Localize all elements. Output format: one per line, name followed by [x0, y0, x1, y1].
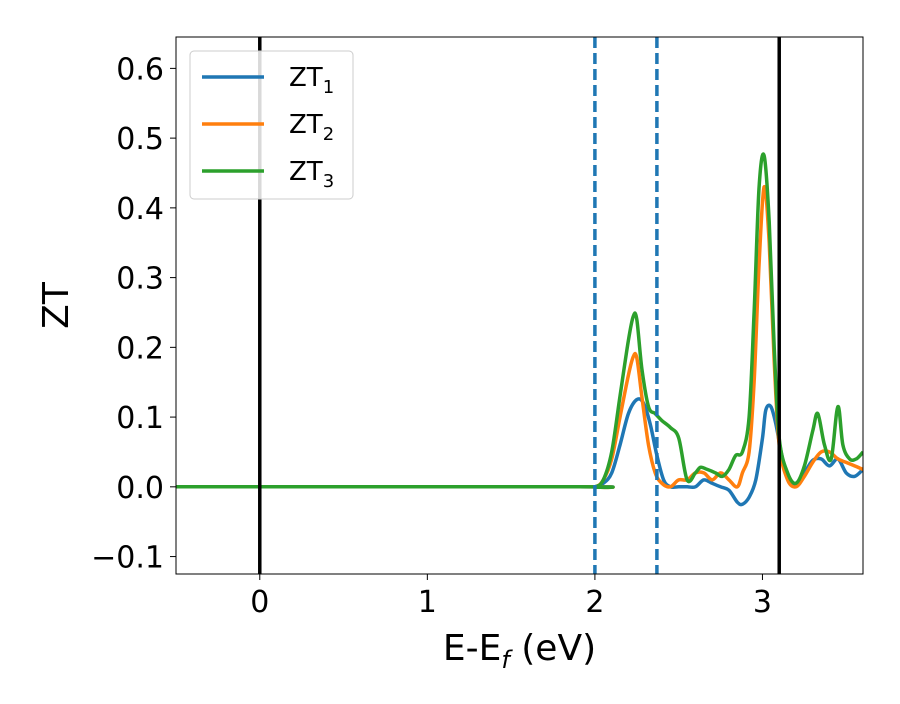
series-layer — [176, 152, 863, 507]
x-tick-label: 0 — [250, 585, 269, 620]
y-tick-label: 0.2 — [116, 331, 164, 366]
legend: ZT1 ZT2 ZT3 — [189, 50, 354, 200]
y-tick-label: −0.1 — [91, 541, 164, 576]
legend-box — [189, 50, 354, 200]
y-tick-label: 0.3 — [116, 262, 164, 297]
y-tick-label: 0.0 — [116, 471, 164, 506]
x-axis-label-tail: (eV) — [510, 628, 596, 669]
series-line-3 — [176, 152, 863, 490]
y-ticks: −0.1 0.0 0.1 0.2 0.3 0.4 0.5 0.6 — [91, 52, 176, 576]
legend-item-2: ZT2 — [202, 110, 334, 145]
x-axis-label: E-Ef (eV) — [443, 628, 596, 674]
y-tick-label: 0.6 — [116, 52, 164, 87]
x-axis-label-base: E-E — [443, 628, 501, 669]
series-line-1 — [176, 397, 863, 507]
x-tick-label: 2 — [585, 585, 604, 620]
y-axis-label: ZT — [36, 281, 77, 329]
y-tick-label: 0.4 — [116, 192, 164, 227]
y-tick-label: 0.5 — [116, 122, 164, 157]
legend-item-3: ZT3 — [202, 157, 334, 192]
legend-item-1: ZT1 — [202, 63, 334, 98]
x-tick-label: 1 — [418, 585, 437, 620]
x-tick-label: 3 — [753, 585, 772, 620]
x-ticks: 0 1 2 3 — [250, 574, 772, 620]
series-line-2 — [176, 185, 863, 490]
legend-label: ZT1 — [289, 63, 334, 98]
legend-label: ZT2 — [289, 110, 334, 145]
y-tick-label: 0.1 — [116, 401, 164, 436]
axes-frame — [175, 36, 864, 575]
legend-label: ZT3 — [289, 157, 334, 192]
